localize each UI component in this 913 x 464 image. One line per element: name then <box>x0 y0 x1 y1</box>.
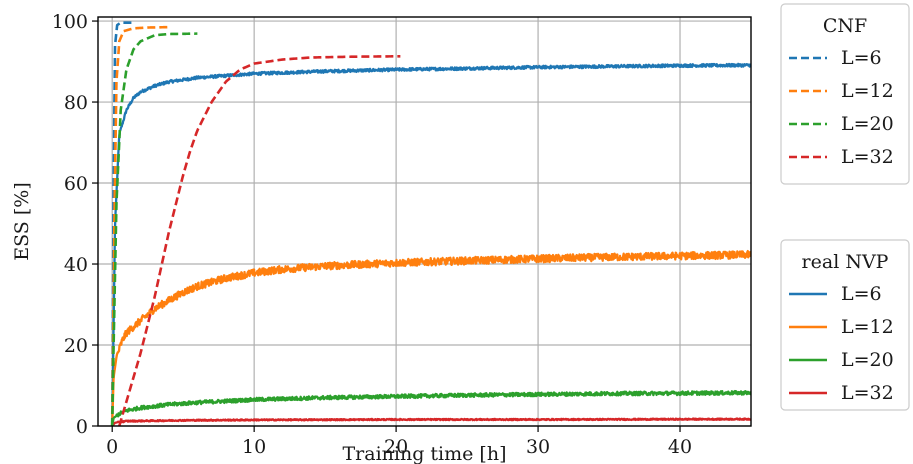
legend-label: L=32 <box>841 382 894 404</box>
x-tick-label: 40 <box>668 436 692 458</box>
y-tick-label: 80 <box>64 92 88 114</box>
series-cnf-l20 <box>110 32 199 426</box>
legend-label: L=32 <box>841 146 894 168</box>
y-tick-label: 20 <box>64 335 88 357</box>
x-tick-label: 10 <box>242 436 266 458</box>
series-cnf-l12 <box>110 25 170 426</box>
legend-title: CNF <box>823 15 867 37</box>
y-axis-label: ESS [%] <box>11 182 33 261</box>
legend-title: real NVP <box>802 251 889 273</box>
series-cnf-l6 <box>110 21 135 426</box>
series-cnf-l32 <box>118 54 401 426</box>
plot-frame <box>97 16 752 427</box>
legend-real-nvp: real NVP L=6 L=12 L=20 L=32 <box>780 239 910 411</box>
legend-box <box>780 239 910 411</box>
series-real-nvp-l12 <box>111 249 751 426</box>
plot-background <box>98 17 751 426</box>
legend-cnf: CNF L=6 L=12 L=20 L=32 <box>780 3 910 185</box>
y-tick-label: 60 <box>64 173 88 195</box>
y-tick-label: 100 <box>52 11 88 33</box>
legend-box <box>780 3 910 185</box>
series-real-nvp-l32 <box>111 417 751 426</box>
legend-label: L=20 <box>841 113 894 135</box>
grid-lines <box>98 17 751 427</box>
series-real-nvp-l20 <box>111 389 751 426</box>
y-axis: 0 20 40 60 80 100 <box>52 11 98 438</box>
y-tick-label: 0 <box>76 416 88 438</box>
x-tick-label: 30 <box>526 436 550 458</box>
legend-label: L=6 <box>841 47 882 69</box>
x-axis-label: Training time [h] <box>343 443 507 464</box>
x-tick-label: 0 <box>106 436 118 458</box>
legends: CNF L=6 L=12 L=20 L=32 real NVP L=6 L=12 L=20 L=3… <box>780 3 910 411</box>
series-real-nvp-l6 <box>111 62 751 426</box>
legend-label: L=12 <box>841 316 894 338</box>
legend-label: L=20 <box>841 349 894 371</box>
series-layer <box>110 21 751 426</box>
y-tick-label: 40 <box>64 254 88 276</box>
x-tick-label: 20 <box>384 436 408 458</box>
legend-label: L=6 <box>841 283 882 305</box>
legend-label: L=12 <box>841 80 894 102</box>
x-axis: 0 10 20 30 40 <box>106 426 692 458</box>
